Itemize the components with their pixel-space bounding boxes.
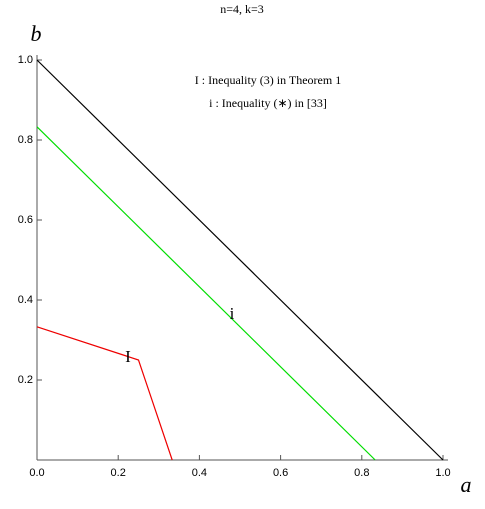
annotation: I : Inequality (3) in Theorem 1 xyxy=(195,73,341,87)
x-tick-label: 0.6 xyxy=(273,467,288,479)
series-label: i xyxy=(230,304,235,323)
x-axis-label: a xyxy=(461,472,472,497)
chart-title: n=4, k=3 xyxy=(220,2,264,16)
x-tick-label: 0.8 xyxy=(354,467,369,479)
x-tick-label: 1.0 xyxy=(435,467,450,479)
x-tick-label: 0.0 xyxy=(29,467,44,479)
y-tick-label: 0.6 xyxy=(18,214,33,226)
x-tick-label: 0.4 xyxy=(192,467,207,479)
y-tick-label: 1.0 xyxy=(18,54,33,66)
series-line xyxy=(36,326,173,461)
series-label: I xyxy=(125,347,131,366)
x-tick-label: 0.2 xyxy=(111,467,126,479)
y-tick-label: 0.8 xyxy=(18,134,33,146)
y-tick-label: 0.4 xyxy=(18,294,33,306)
series-line xyxy=(36,59,444,461)
y-axis-label: b xyxy=(31,21,42,46)
annotation: i : Inequality (∗) in [33] xyxy=(209,96,327,110)
y-tick-label: 0.2 xyxy=(18,374,33,386)
series-line xyxy=(36,126,376,461)
